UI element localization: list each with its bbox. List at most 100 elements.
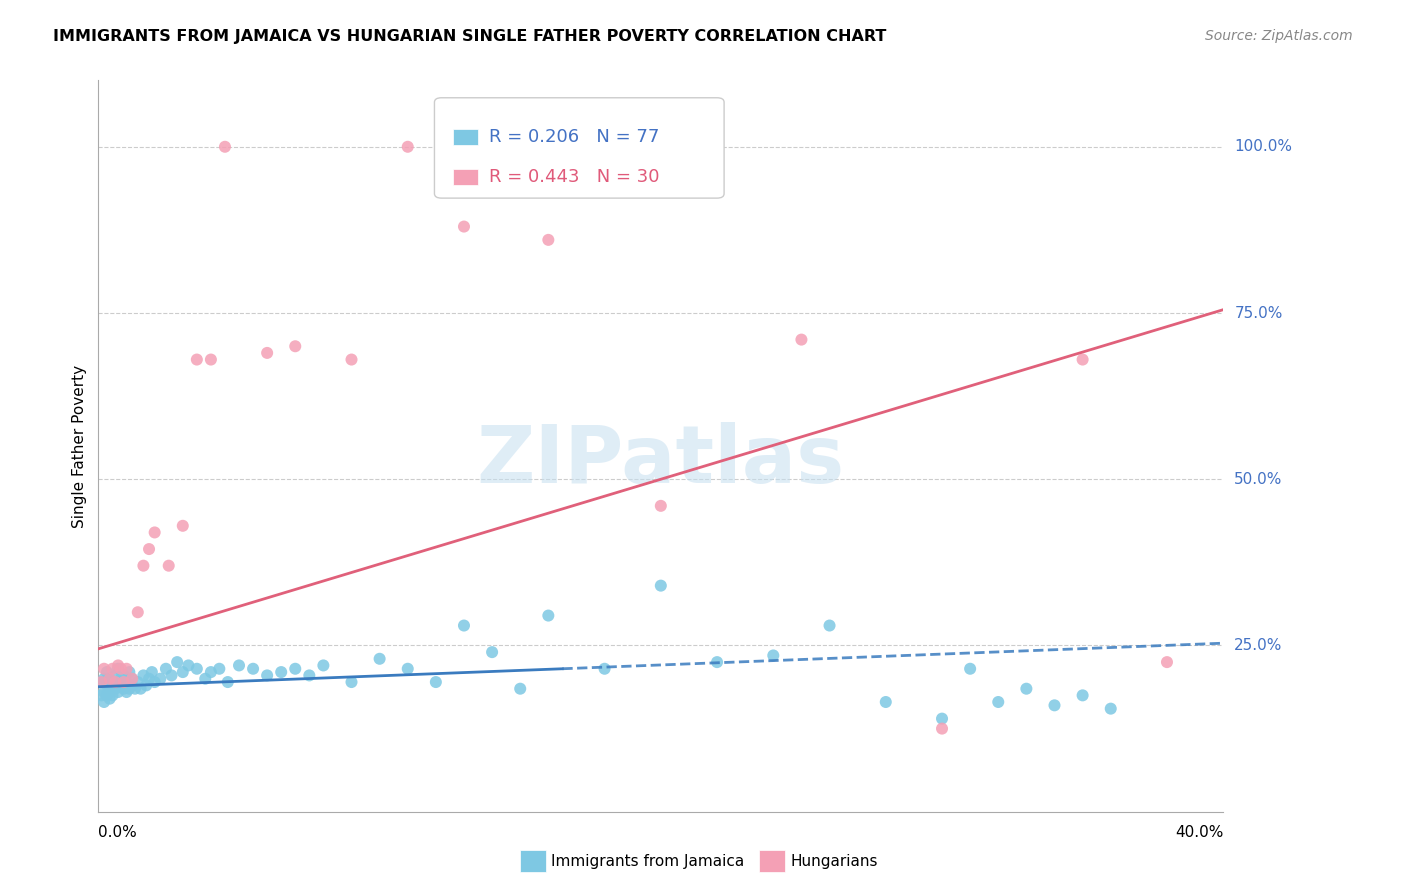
Point [98,672,121,686]
Point [98,672,121,686]
Text: ZIPatlas: ZIPatlas [477,422,845,500]
Point [138,542,160,557]
Point [143,525,166,540]
Point [931,722,953,736]
Point [987,695,1010,709]
Point [132,668,155,682]
Text: 75.0%: 75.0% [1234,306,1282,320]
Point [93,685,115,699]
Point [166,655,188,669]
Point [127,675,149,690]
Point [124,681,146,696]
Point [93,662,115,676]
Point [107,662,129,676]
Point [312,658,335,673]
Point [200,352,222,367]
Point [115,685,138,699]
Point [101,689,124,703]
Point [1099,701,1122,715]
Point [186,352,208,367]
Point [104,681,127,696]
Point [135,678,157,692]
Point [284,339,307,353]
Point [650,499,672,513]
Point [208,662,231,676]
Text: 25.0%: 25.0% [1234,638,1282,653]
Point [368,652,391,666]
Point [396,662,419,676]
Text: 0.0%: 0.0% [98,825,138,840]
Point [217,675,239,690]
Point [177,658,200,673]
Point [149,672,172,686]
Point [256,346,278,360]
Point [194,672,217,686]
Point [157,558,180,573]
Point [214,140,236,154]
Point [160,668,183,682]
Point [138,672,160,686]
Text: Immigrants from Jamaica: Immigrants from Jamaica [551,854,744,869]
Point [481,645,503,659]
Point [537,233,560,247]
Point [110,672,132,686]
Point [127,605,149,619]
Text: 100.0%: 100.0% [1234,139,1292,154]
Point [129,681,152,696]
Text: Hungarians: Hungarians [790,854,877,869]
Point [242,662,264,676]
Point [115,662,138,676]
Point [762,648,785,663]
Point [256,668,278,682]
Point [112,675,135,690]
Point [121,672,143,686]
Point [104,668,127,682]
Point [110,678,132,692]
Text: 40.0%: 40.0% [1175,825,1223,840]
Point [107,685,129,699]
Point [96,689,118,703]
Point [110,662,132,676]
Point [509,681,531,696]
Point [1043,698,1066,713]
Point [118,681,141,696]
Point [396,140,419,154]
Point [425,675,447,690]
Point [118,665,141,679]
Point [93,695,115,709]
Point [107,658,129,673]
Point [172,665,194,679]
Point [706,655,728,669]
Point [1071,689,1094,703]
Point [790,333,813,347]
Point [104,675,127,690]
Point [650,579,672,593]
Point [90,689,112,703]
Point [93,672,115,686]
Point [121,672,143,686]
Point [98,691,121,706]
Point [115,675,138,690]
Point [340,352,363,367]
Point [96,665,118,679]
Point [132,558,155,573]
Point [141,665,163,679]
Point [340,675,363,690]
Point [593,662,616,676]
Point [284,662,307,676]
Text: 50.0%: 50.0% [1234,472,1282,487]
Point [101,675,124,690]
Point [121,678,143,692]
Point [200,665,222,679]
Point [155,662,177,676]
Point [98,681,121,696]
Text: R = 0.443   N = 30: R = 0.443 N = 30 [489,169,659,186]
Point [1156,655,1178,669]
Point [270,665,292,679]
Y-axis label: Single Father Poverty: Single Father Poverty [72,365,87,527]
Point [1015,681,1038,696]
Point [453,219,475,234]
Point [90,675,112,690]
Point [228,658,250,673]
Point [104,678,127,692]
